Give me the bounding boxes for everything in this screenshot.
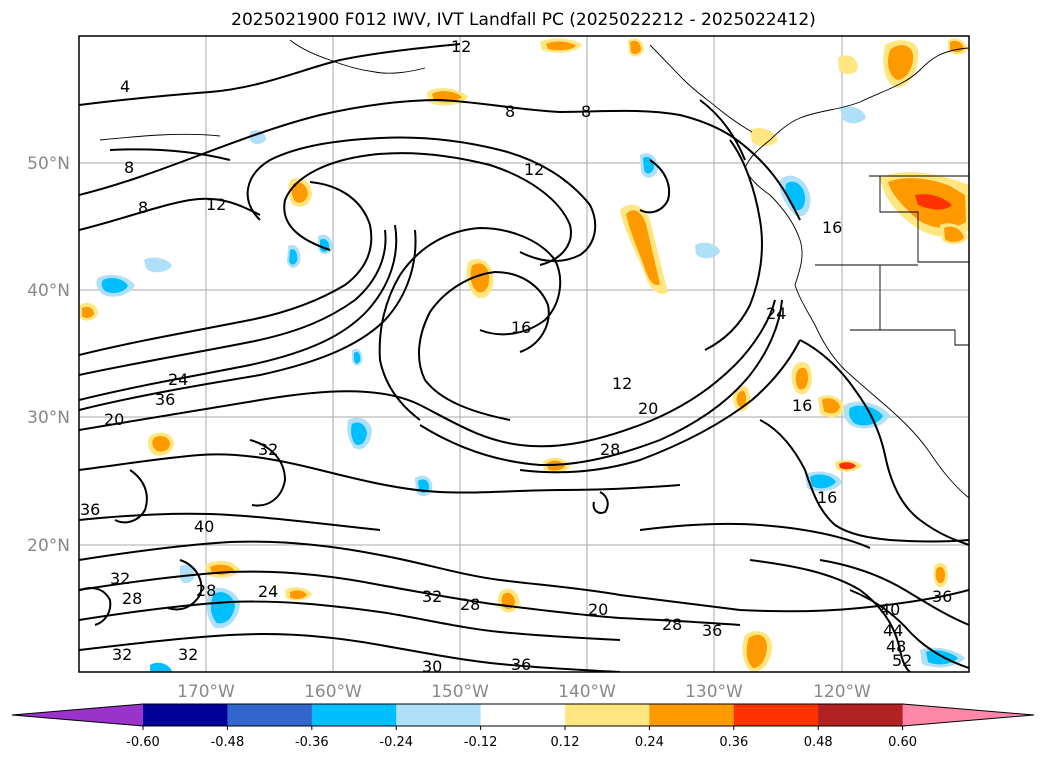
contour-label: 32 [110,569,130,588]
colorbar-tick-label: -0.48 [211,735,245,750]
colorbar-tick-label: 0.12 [551,735,580,750]
ivt-contours [79,43,969,672]
lon-label: 150°W [431,682,489,702]
longitude-labels: 170°W 160°W 150°W 140°W 130°W 120°W [177,682,871,702]
contour-label: 24 [258,582,278,601]
contour-label: 32 [178,645,198,664]
lat-label: 30°N [27,408,70,428]
lat-label: 40°N [27,281,70,301]
contour-label: 52 [892,651,912,670]
contour-label: 24 [766,304,786,323]
contour-label: 12 [206,195,226,214]
contour-label: 32 [422,587,442,606]
colorbar-segment [311,704,397,726]
map-title: 2025021900 F012 IWV, IVT Landfall PC (20… [231,10,816,30]
colorbar-tick-label: -0.24 [379,735,413,750]
contour-label: 16 [511,318,531,337]
colorbar-segment [818,704,904,726]
colorbar-extend-max [902,704,1034,726]
lon-label: 140°W [558,682,616,702]
contour-labels: 4 8 8 8 8 12 12 12 12 16 16 16 16 20 20 … [80,37,952,676]
contour-label: 48 [886,637,906,656]
contour-label: 20 [104,410,124,429]
colorbar-tick-label: -0.60 [126,735,160,750]
contour-label: 40 [880,600,900,619]
colorbar-segment [480,704,566,726]
contour-label: 36 [80,500,100,519]
contour-label: 8 [505,102,515,121]
colorbar-segment [733,704,819,726]
colorbar-tick-label: 0.24 [635,735,664,750]
colorbar-tick-label: 0.48 [804,735,833,750]
contour-label: 28 [460,595,480,614]
contour-label: 28 [122,589,142,608]
contour-label: 28 [196,581,216,600]
map-frame [78,35,970,673]
latitude-labels: 50°N 40°N 30°N 20°N [27,154,70,556]
lat-label: 50°N [27,154,70,174]
contour-label: 36 [702,621,722,640]
colorbar-tick-label: -0.12 [464,735,498,750]
contour-label: 16 [792,396,812,415]
contour-label: 12 [524,160,544,179]
contour-label: 20 [588,600,608,619]
contour-label: 28 [662,615,682,634]
contour-label: 16 [822,218,842,237]
contour-label: 36 [932,587,952,606]
contour-label: 16 [817,488,837,507]
contour-label: 32 [112,645,132,664]
contour-label: 4 [120,77,130,96]
lon-label: 170°W [177,682,235,702]
lon-label: 130°W [685,682,743,702]
contour-label: 30 [422,657,442,676]
contour-label: 12 [451,37,471,56]
colorbar-tick-label: 0.36 [719,735,748,750]
lon-label: 160°W [304,682,362,702]
colorbar-segment [649,704,735,726]
contour-label: 32 [258,440,278,459]
contour-label: 8 [138,198,148,217]
colorbar-segment [227,704,313,726]
contour-label: 8 [124,158,134,177]
colorbar-extend-min [12,704,143,726]
colorbar-segment [565,704,650,726]
colorbar: -0.60 -0.48 -0.36 -0.24 -0.12 0.12 0.24 0.36 0.4… [11,703,1035,750]
negative-anomaly-patches [96,106,965,672]
map-panel: 4 8 8 8 8 12 12 12 12 16 16 16 16 20 20 … [78,35,970,676]
colorbar-segment [143,704,228,726]
contour-label: 8 [581,102,591,121]
lat-label: 20°N [27,536,70,556]
contour-label: 36 [155,390,175,409]
coastlines [99,39,969,499]
colorbar-tick-label: -0.36 [295,735,329,750]
contour-label: 44 [883,621,903,640]
colorbar-segment [396,704,482,726]
colorbar-tick-label: 0.60 [888,735,917,750]
contour-label: 36 [511,655,531,674]
contour-label: 24 [168,370,188,389]
lon-label: 120°W [813,682,871,702]
contour-label: 40 [194,517,214,536]
contour-label: 28 [600,440,620,459]
contour-label: 12 [612,374,632,393]
contour-label: 20 [638,399,658,418]
